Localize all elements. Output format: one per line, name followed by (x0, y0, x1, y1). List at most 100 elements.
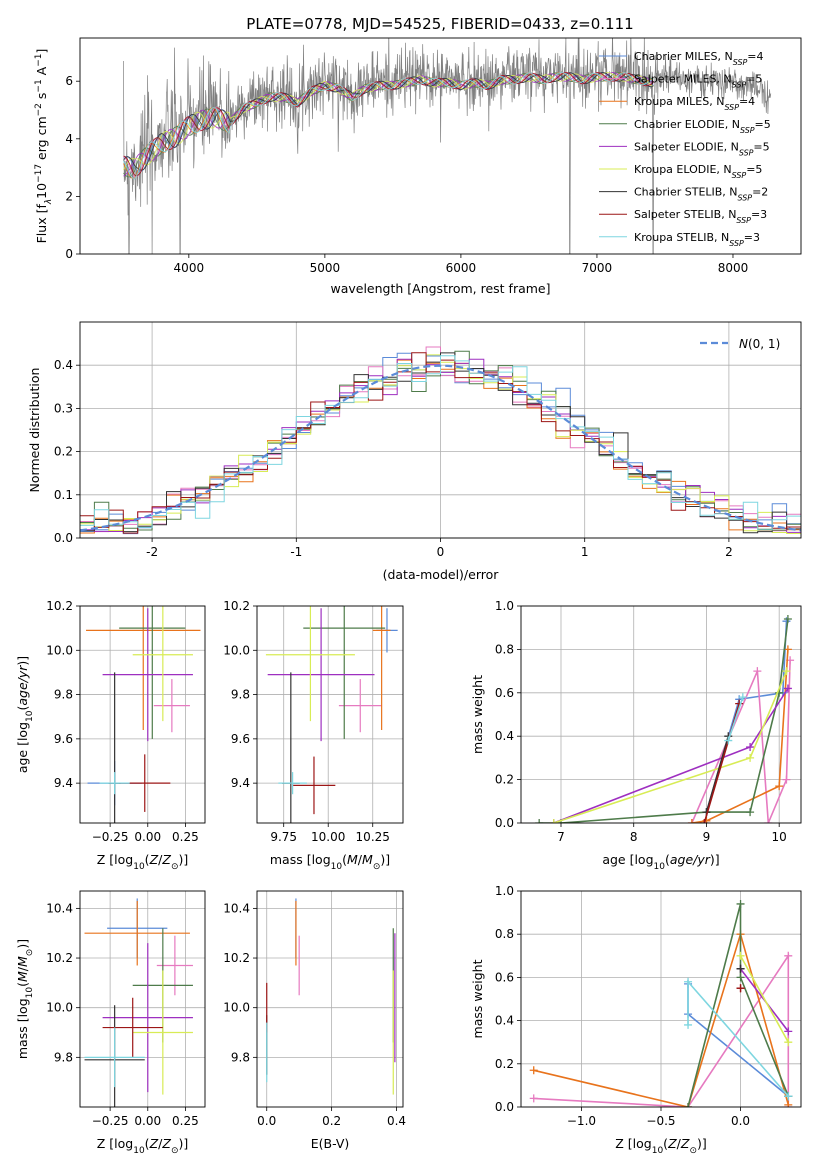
spectrum-xtick-label-2: 6000 (446, 261, 477, 275)
mass-weight-vs-Z-marker-chabrier-elodie-1 (736, 899, 745, 908)
spectrum-model-chabrier-stelib (123, 72, 654, 171)
age-vs-mass-ytick-label-1: 9.6 (231, 732, 250, 746)
age-vs-Z-ytick-label-3: 10.0 (46, 643, 73, 657)
residuals-xlabel: (data-model)/error (383, 567, 500, 582)
legend-label-2: Kroupa MILES, NSSP=4 (634, 95, 755, 112)
residuals-ytick-label-4: 0.4 (54, 358, 73, 372)
mass-weight-vs-Z-line-kroupa-elodie (739, 955, 790, 1043)
age-vs-Z-ylabel: age [log10(age/yr)] (15, 656, 35, 773)
mass-weight-vs-Z-marker-kroupa-stelib-1 (684, 977, 693, 986)
mass-weight-vs-age-xtick-label-3: 10 (772, 830, 787, 844)
mass-weight-vs-Z-ytick-label-3: 0.6 (495, 970, 514, 984)
spectrum-plot (123, 38, 772, 254)
mass-weight-vs-age-ytick-label-4: 0.8 (495, 642, 514, 656)
mass-weight-vs-age-line-chabrier-elodie (539, 618, 789, 823)
spectrum-legend: Chabrier MILES, NSSP=4 Salpeter MILES, NS… (599, 50, 771, 247)
mass-vs-Z-ytick-label-0: 9.8 (54, 1050, 73, 1064)
legend-label-4: Salpeter ELODIE, NSSP=5 (634, 140, 770, 157)
spectrum-ytick-label-3: 6 (65, 74, 73, 88)
mass-weight-vs-age-line-kroupa-miles (691, 649, 789, 823)
spectrum-xtick-label-3: 7000 (582, 261, 613, 275)
mass-vs-EBV-ytick-label-3: 10.4 (223, 901, 250, 915)
legend-label-6: Chabrier STELIB, NSSP=2 (634, 186, 768, 203)
spectrum-model-kroupa-elodie (123, 72, 654, 171)
mass-weight-vs-age-axes: 7 8 9 10 0.0 0.2 0.4 0.6 0.8 1.0 (495, 599, 801, 844)
age-vs-mass-axes: 9.75 10.00 10.25 9.4 9.6 9.8 10.0 10.2 (223, 599, 403, 844)
spectrum-xtick-label-1: 5000 (310, 261, 341, 275)
spectrum-xlabel: wavelength [Angstrom, rest frame] (330, 281, 550, 296)
mass-weight-vs-age-ytick-label-0: 0.0 (495, 816, 514, 830)
mass-weight-vs-Z-marker-kroupa-miles-0 (529, 1066, 538, 1075)
mass-weight-vs-Z-ytick-label-4: 0.8 (495, 927, 514, 941)
mass-weight-vs-Z-line-kroupa-miles (533, 931, 790, 1107)
mass-weight-vs-age-frame (520, 605, 802, 824)
mass-weight-vs-Z-xtick-label-2: 0.0 (731, 1114, 750, 1128)
mass-vs-Z-ytick-label-3: 10.4 (46, 901, 73, 915)
mass-weight-vs-age-marker-salpeter-miles-2 (764, 819, 773, 823)
residuals-ylabel: Normed distribution (27, 368, 42, 493)
mass-weight-vs-age-marker-kroupa-stelib-1 (738, 693, 747, 702)
mass-weight-vs-Z-ytick-label-2: 0.4 (495, 1014, 514, 1028)
residuals-axes: -2 -1 0 1 2 0.0 0.1 0.2 0.3 0.4 (54, 322, 801, 559)
mass-vs-Z-frame (79, 890, 206, 1108)
mass-vs-EBV-ytick-label-2: 10.2 (223, 951, 250, 965)
mass-weight-vs-Z-marker-kroupa-stelib-0 (684, 1020, 693, 1029)
residuals-ytick-label-1: 0.1 (54, 488, 73, 502)
mass-weight-vs-age-marker-chabrier-elodie-0 (535, 819, 544, 823)
age-vs-Z-ytick-label-0: 9.4 (54, 776, 73, 790)
mass-weight-vs-age-xlabel: age [log10(age/yr)] (602, 852, 719, 872)
spectrum-model-kroupa-stelib (123, 72, 654, 180)
residuals-ytick-label-3: 0.3 (54, 401, 73, 415)
mass-weight-vs-Z-marker-chabrier-stelib-1 (736, 964, 745, 973)
mass-weight-vs-Z-ytick-label-0: 0.0 (495, 1100, 514, 1114)
mass-vs-Z-xlabel: Z [log10(Z/Z⊙)] (97, 1136, 189, 1156)
mass-weight-vs-Z-ylabel: mass weight (470, 959, 485, 1038)
legend-label-8: Kroupa STELIB, NSSP=3 (634, 231, 760, 248)
mass-weight-vs-age-marker-salpeter-miles-1 (753, 667, 762, 676)
mass-vs-Z-xtick-label-2: 0.25 (172, 1114, 199, 1128)
mass-weight-vs-age-marker-kroupa-stelib-0 (724, 736, 733, 745)
age-vs-Z-xtick-label-2: 0.25 (172, 830, 199, 844)
spectrum-ylabel: Flux [fλ10−17 erg cm−2 s−1 A−1] (34, 49, 54, 244)
residuals-xtick-label-3: 1 (581, 545, 589, 559)
mass-weight-vs-age-marker-kroupa-miles-3 (783, 645, 792, 654)
age-vs-mass-xtick-label-1: 10.00 (311, 830, 345, 844)
spectrum-ytick-label-0: 0 (65, 247, 73, 261)
spectrum-xtick-label-0: 4000 (174, 261, 205, 275)
mass-weight-vs-Z-line-chabrier-elodie (687, 903, 790, 1107)
mass-weight-vs-Z-lines (529, 899, 793, 1107)
mass-weight-vs-age-line-salpeter-miles (691, 660, 791, 823)
age-vs-mass-points (265, 606, 398, 823)
mass-weight-vs-Z-marker-chabrier-elodie-2 (736, 973, 745, 982)
mass-weight-vs-Z-ytick-label-5: 1.0 (495, 884, 514, 898)
residuals-xtick-label-2: 0 (437, 545, 445, 559)
mass-weight-vs-Z-marker-salpeter-elodie-1 (784, 1027, 793, 1036)
mass-vs-EBV-axes: 0.0 0.2 0.4 9.8 10.0 10.2 10.4 (223, 891, 406, 1128)
mass-weight-vs-age-xtick-label-1: 8 (630, 830, 638, 844)
mass-weight-vs-age-ytick-label-3: 0.6 (495, 686, 514, 700)
mass-weight-vs-age-xtick-label-2: 9 (703, 830, 711, 844)
spectrum-ytick-label-1: 2 (65, 189, 73, 203)
age-vs-mass-ytick-label-3: 10.0 (223, 643, 250, 657)
age-vs-mass-ytick-label-4: 10.2 (223, 599, 250, 613)
mass-weight-vs-Z-marker-kroupa-elodie-1 (784, 1038, 793, 1047)
mass-vs-EBV-xlabel: E(B-V) (311, 1136, 350, 1151)
mass-weight-vs-age-marker-kroupa-miles-0 (687, 819, 696, 823)
mass-weight-vs-Z-xtick-label-0: −1.0 (567, 1114, 596, 1128)
mass-weight-vs-age-ylabel: mass weight (470, 675, 485, 754)
mass-weight-vs-Z-line-kroupa-stelib (687, 979, 789, 1097)
mass-weight-vs-age-marker-kroupa-elodie-0 (549, 819, 558, 823)
mass-vs-Z-xtick-label-1: 0.00 (134, 1114, 161, 1128)
residuals-legend-label: N(0, 1) (739, 337, 780, 351)
age-vs-Z-axes: −0.25 0.00 0.25 9.4 9.6 9.8 10.0 10.2 (46, 599, 205, 844)
mass-weight-vs-Z-marker-kroupa-elodie-0 (736, 951, 745, 960)
residuals-ytick-label-0: 0.0 (54, 531, 73, 545)
mass-vs-EBV-xtick-label-0: 0.0 (257, 1114, 276, 1128)
mass-weight-vs-Z-marker-kroupa-stelib-2 (784, 1092, 793, 1101)
mass-weight-vs-Z-marker-salpeter-miles-2 (784, 951, 793, 960)
legend-label-7: Salpeter STELIB, NSSP=3 (634, 208, 767, 225)
mass-vs-Z-ytick-label-1: 10.0 (46, 1001, 73, 1015)
mass-vs-EBV-ytick-label-1: 10.0 (223, 1001, 250, 1015)
mass-weight-vs-age-ytick-label-5: 1.0 (495, 599, 514, 613)
